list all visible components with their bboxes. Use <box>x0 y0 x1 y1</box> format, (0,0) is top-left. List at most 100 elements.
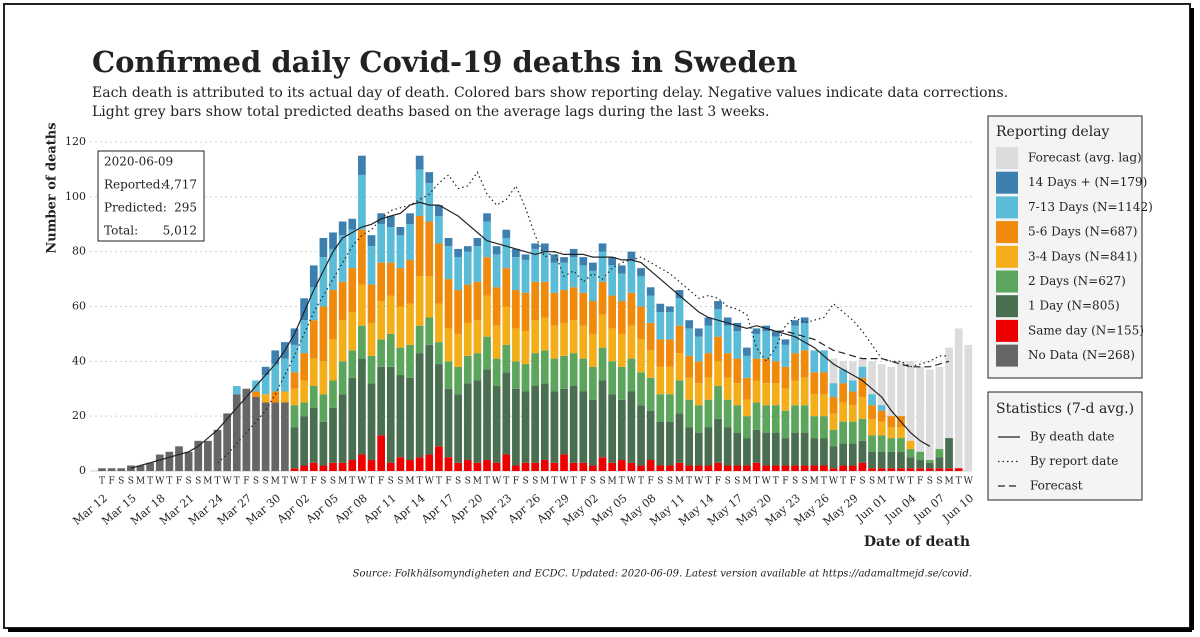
bar-segment <box>714 462 722 471</box>
bar-segment <box>723 427 732 466</box>
bar-segment <box>868 405 876 419</box>
weekday-label: S <box>263 477 269 487</box>
bar-segment <box>512 290 520 329</box>
bar-segment <box>858 377 867 397</box>
legend-swatch <box>996 196 1018 219</box>
annotation-label: Reported: <box>104 178 164 192</box>
weekday-label: S <box>128 477 134 487</box>
bar-segment <box>473 380 482 463</box>
bar-segment <box>540 281 549 318</box>
bar-segment <box>386 216 395 227</box>
bar-segment <box>358 325 366 359</box>
bar-segment <box>319 306 328 362</box>
bar-segment <box>406 259 414 304</box>
bar-segment <box>617 399 626 461</box>
bar-segment <box>261 394 270 403</box>
bar-segment <box>733 465 742 471</box>
bar-segment <box>810 465 819 471</box>
bar-segment <box>954 468 963 471</box>
bar-segment <box>646 322 655 351</box>
bar-segment <box>694 336 703 362</box>
bar-segment <box>685 399 694 428</box>
weekday-label: F <box>850 477 856 487</box>
weekday-label: S <box>792 477 798 487</box>
weekday-label: T <box>349 477 355 487</box>
bar-segment <box>820 465 828 471</box>
bar-segment <box>319 394 328 422</box>
y-tick-label: 120 <box>65 135 86 148</box>
bar-segment <box>463 251 472 285</box>
bar-segment <box>704 427 713 466</box>
bar-segment <box>848 405 857 422</box>
bar-segment <box>319 361 328 395</box>
bar-segment <box>675 413 684 463</box>
bar-segment <box>704 317 713 326</box>
bar-segment <box>396 268 405 307</box>
bar-segment <box>377 301 385 340</box>
bar-segment <box>627 325 636 359</box>
bar-segment <box>396 306 405 348</box>
bar-segment <box>483 221 491 258</box>
bar-segment <box>309 386 318 408</box>
weekday-label: W <box>357 477 367 487</box>
bar-segment <box>723 399 732 428</box>
bar-segment <box>762 383 771 406</box>
bar-segment <box>232 394 241 471</box>
legend-label: 7-13 Days (N=1142) <box>1028 200 1153 214</box>
bar-segment <box>338 320 347 362</box>
bar-segment <box>608 257 617 266</box>
bar-segment <box>569 248 578 258</box>
bar-segment <box>502 372 511 455</box>
bar-segment <box>338 462 347 471</box>
weekday-label: W <box>694 477 704 487</box>
legend-label: By report date <box>1030 454 1118 468</box>
bar-segment <box>329 232 337 249</box>
bar-segment <box>800 405 809 433</box>
bar-segment <box>589 270 597 302</box>
bar-segment <box>454 394 462 463</box>
weekday-label: S <box>859 477 865 487</box>
legend-title: Reporting delay <box>996 124 1110 140</box>
bar-segment <box>463 246 472 252</box>
weekday-label: F <box>513 477 519 487</box>
bar-segment <box>444 237 453 247</box>
bar-segment <box>531 320 539 354</box>
bar-segment <box>348 268 357 312</box>
bar-segment <box>540 251 549 282</box>
bar-segment <box>396 235 405 269</box>
bar-segment <box>868 418 876 436</box>
bar-segment <box>290 388 299 406</box>
bar-segment <box>309 265 318 288</box>
bar-segment <box>589 366 597 400</box>
bar-segment <box>406 460 414 471</box>
bar-segment <box>916 451 925 461</box>
bar-segment <box>290 468 299 471</box>
bar-segment <box>483 460 491 471</box>
bar-segment <box>242 388 251 471</box>
bar-segment <box>521 259 530 293</box>
bar-segment <box>858 462 867 471</box>
bar-segment <box>309 462 318 471</box>
bar-segment <box>743 377 751 400</box>
bar-segment <box>945 468 953 471</box>
weekday-label: S <box>465 477 471 487</box>
subtitle: Light grey bars show total predicted dea… <box>92 104 769 120</box>
weekday-label: T <box>234 477 240 487</box>
bar-segment <box>694 328 703 337</box>
bar-segment <box>521 331 530 365</box>
bar-segment <box>752 462 761 471</box>
bar-segment <box>675 298 684 326</box>
bar-segment <box>281 391 289 403</box>
weekday-label: M <box>271 477 280 487</box>
bar-segment <box>463 355 472 384</box>
bar-segment <box>521 364 530 392</box>
bar-segment <box>781 344 790 367</box>
bar-segment <box>348 218 357 230</box>
legend-label: By death date <box>1030 430 1114 444</box>
bar-segment <box>415 216 424 277</box>
bar-segment <box>637 372 645 406</box>
legend-title: Statistics (7-d avg.) <box>996 401 1134 417</box>
bar-segment <box>666 394 674 422</box>
weekday-label: F <box>648 477 654 487</box>
bar-segment <box>646 460 655 471</box>
